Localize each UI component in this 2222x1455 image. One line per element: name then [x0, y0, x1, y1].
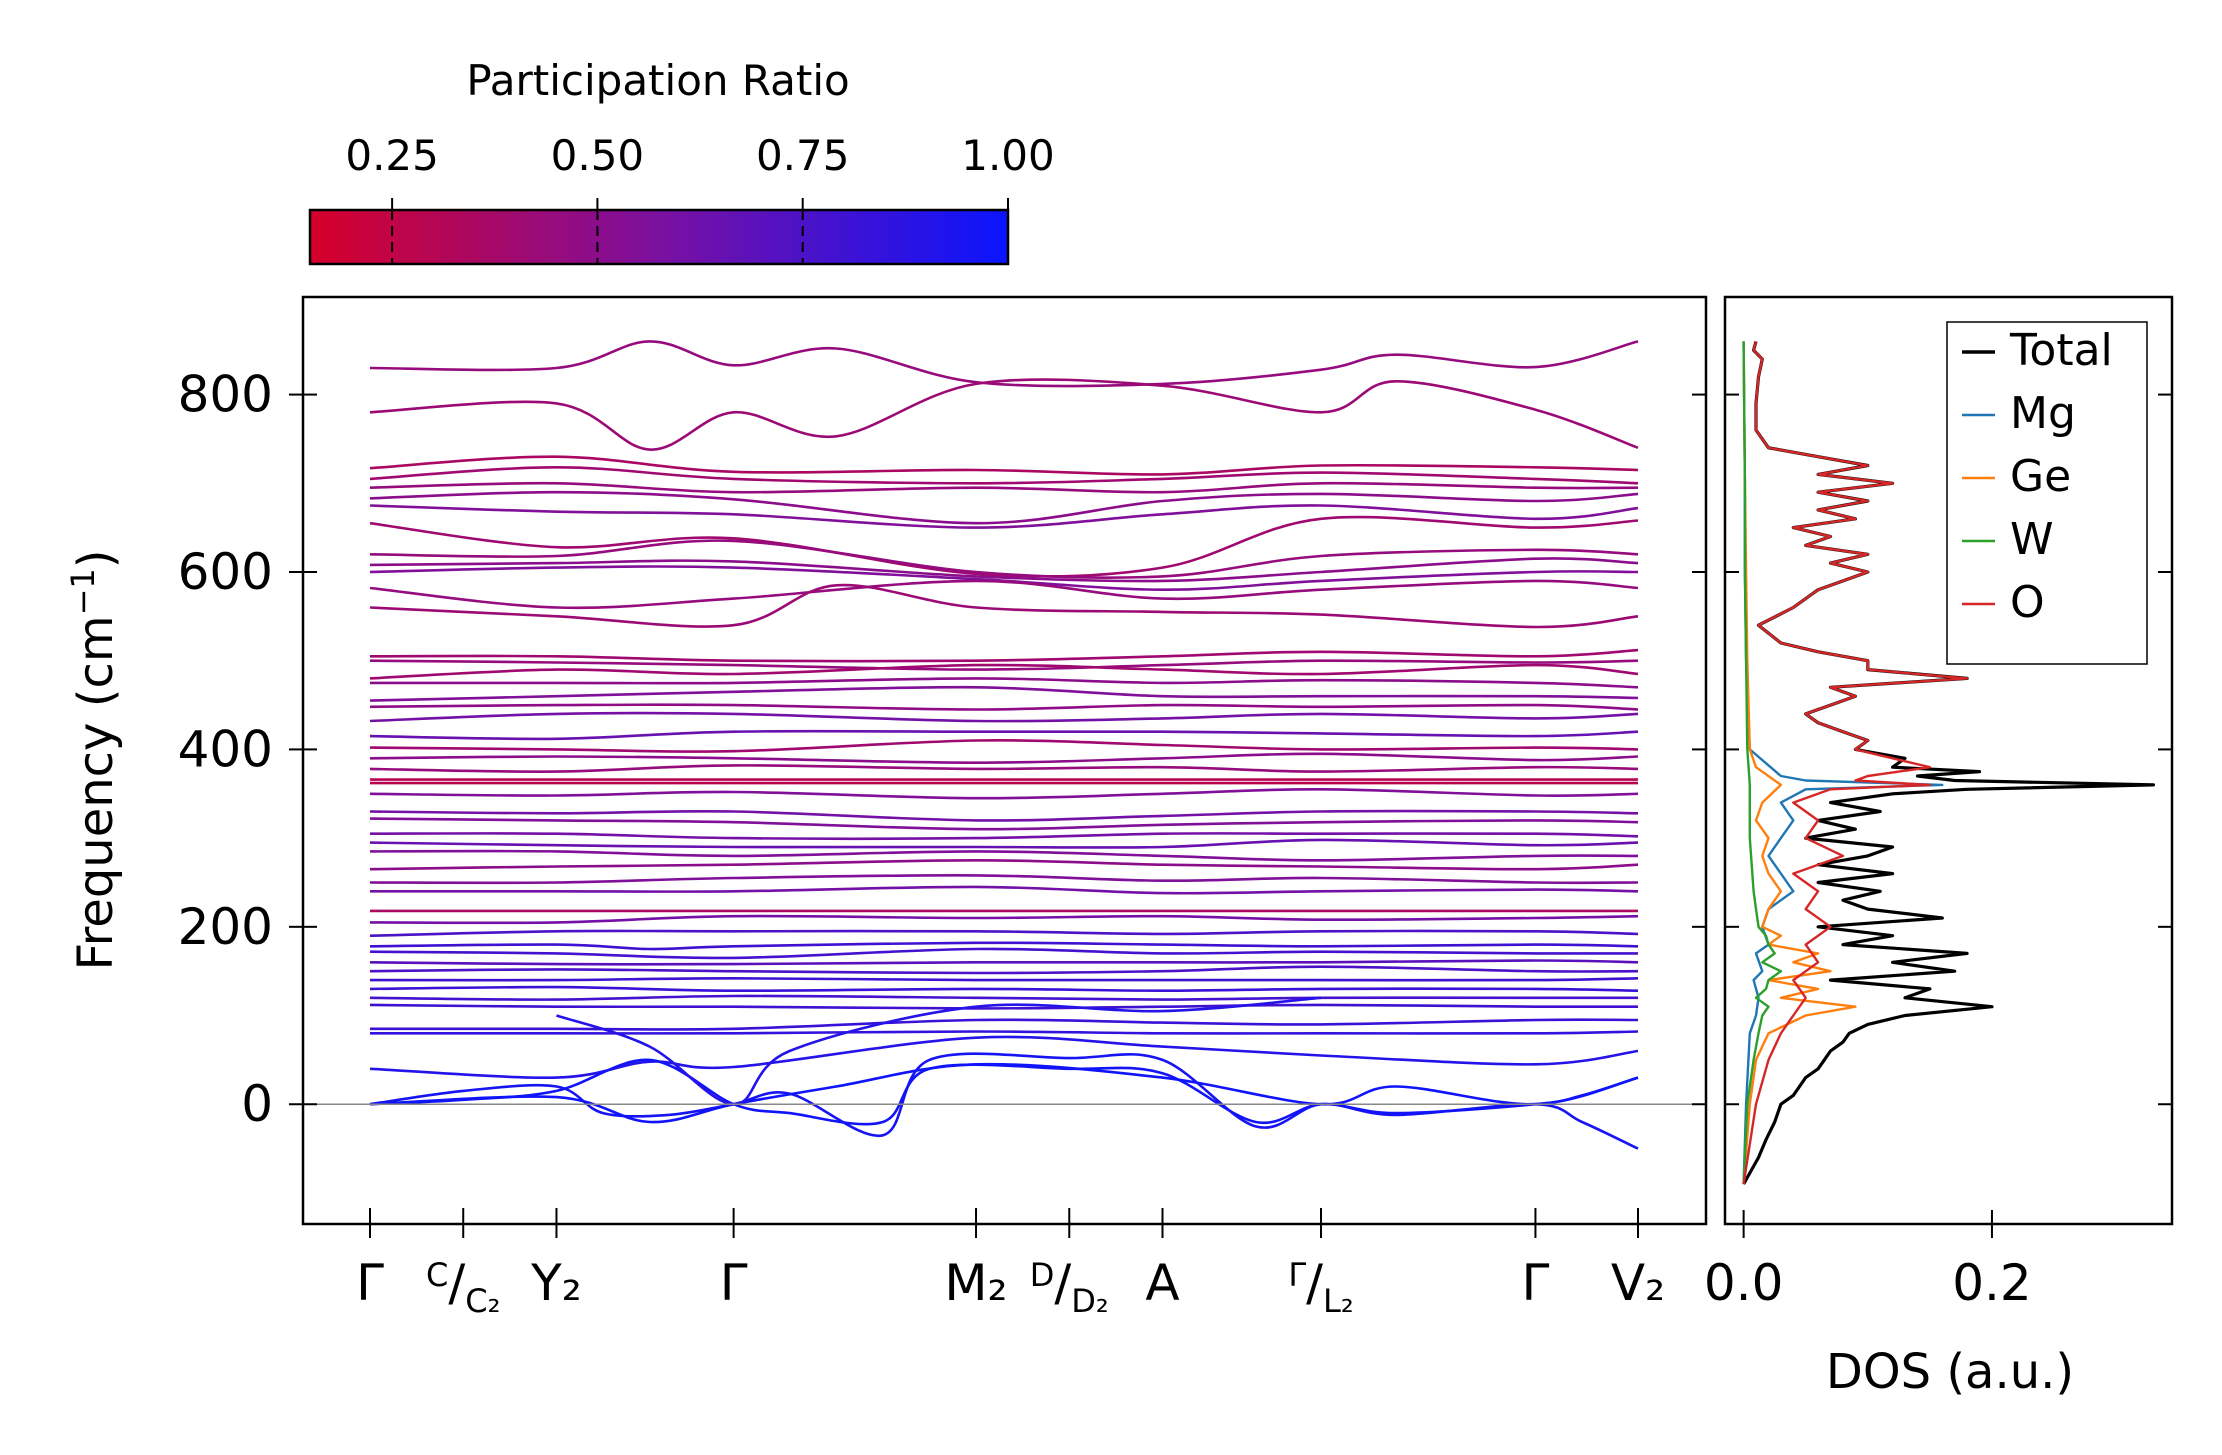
band-9 — [369, 557, 1639, 583]
band-27 — [369, 809, 1639, 822]
band-19 — [369, 711, 1639, 723]
band-49 — [369, 1052, 1639, 1150]
band-39 — [369, 947, 1639, 960]
dos-tick-label: 0.2 — [1952, 1254, 2032, 1312]
dos-panel: 0.0 0.2 DOS (a.u.) Total Mg Ge WO — [1704, 295, 2174, 1400]
band-36 — [369, 914, 1639, 925]
legend-label-w: W — [2010, 514, 2054, 565]
dos-series-w — [1742, 341, 1783, 1185]
band-8 — [369, 539, 1639, 580]
band-6 — [369, 504, 1639, 529]
dos-series-ge — [1742, 341, 1857, 1185]
dos-legend: Total Mg Ge WO — [1946, 321, 2148, 665]
kpoint-label: V₂ — [1611, 1254, 1665, 1312]
legend-label-ge: Ge — [2010, 451, 2071, 502]
dos-curves — [1742, 340, 2155, 1185]
band-34 — [370, 885, 1639, 895]
band-38 — [369, 941, 1639, 951]
frequency-ticks: 0 200 400 600 800 — [178, 366, 1706, 1133]
bands-layer — [369, 340, 1639, 1150]
kpoint-ticks: Γ C/C₂ Y₂ Γ M₂ D/D₂ A Γ/L₂ Γ V₂ — [356, 1254, 1665, 1320]
band-18 — [369, 703, 1639, 711]
main-axes-frame — [301, 295, 1708, 1226]
frequency-axis-label: Frequency (cm−1) — [64, 549, 124, 970]
dos-series-o — [1742, 341, 1969, 1185]
kpoint-label: D/D₂ — [1030, 1254, 1109, 1320]
band-17 — [369, 685, 1639, 702]
band-42 — [369, 977, 1639, 982]
band-22 — [369, 752, 1639, 764]
legend-frame — [1946, 321, 2148, 665]
dos-axis-label: DOS (a.u.) — [1826, 1344, 2074, 1400]
band-40 — [369, 959, 1639, 966]
band-0 — [369, 340, 1639, 388]
kpoint-label: Γ/L₂ — [1288, 1254, 1353, 1320]
band-3 — [369, 466, 1639, 485]
freq-tick-label: 200 — [178, 898, 273, 956]
freq-tick-label: 800 — [178, 366, 273, 424]
band-48 — [369, 1035, 1639, 1080]
band-1 — [369, 378, 1639, 451]
band-11 — [369, 579, 1639, 610]
freq-tick-label: 400 — [178, 720, 273, 778]
dos-tick-label: 0.0 — [1704, 1254, 1784, 1312]
colorbar-tick-label: 0.50 — [551, 131, 645, 180]
band-23 — [369, 764, 1639, 773]
band-28 — [369, 817, 1639, 831]
dos-axes-frame — [1723, 295, 2174, 1226]
band-2 — [369, 455, 1639, 476]
kpoint-separators — [369, 1208, 1639, 1238]
band-14 — [369, 659, 1639, 671]
band-12 — [369, 583, 1639, 629]
band-26 — [369, 787, 1639, 800]
legend-label-o: O — [2010, 577, 2045, 628]
band-33 — [369, 874, 1639, 885]
band-32 — [369, 859, 1639, 871]
band-43 — [369, 985, 1639, 993]
band-44 — [369, 994, 1638, 1001]
colorbar-gradient — [308, 208, 1010, 266]
legend-label-mg: Mg — [2010, 388, 2076, 439]
band-29 — [369, 832, 1639, 840]
colorbar-ticks: 0.25 0.50 0.75 1.00 — [345, 131, 1055, 264]
band-30 — [369, 838, 1639, 849]
band-37 — [369, 929, 1639, 937]
band-5 — [369, 490, 1639, 525]
band-21 — [369, 739, 1639, 753]
kpoint-label: Γ — [720, 1254, 748, 1312]
kpoint-label: M₂ — [944, 1254, 1007, 1312]
colorbar-title: Participation Ratio — [466, 56, 849, 105]
band-41 — [369, 965, 1639, 975]
colorbar-tick-label: 0.75 — [756, 131, 850, 180]
band-51 — [369, 1062, 1639, 1124]
dos-frequency-ticks — [1725, 393, 2172, 1106]
colorbar-tick-label: 1.00 — [961, 131, 1055, 180]
band-47 — [369, 1030, 1639, 1035]
band-45 — [369, 1003, 1639, 1010]
kpoint-label: Γ — [356, 1254, 384, 1312]
band-10 — [369, 565, 1639, 592]
band-structure-panel: 0 200 400 600 800 Γ C/C₂ Y₂ Γ M₂ D/D₂ A Γ/L₂ Γ V₂ Fre… — [64, 295, 1708, 1320]
kpoint-label: Y₂ — [530, 1254, 582, 1312]
band-46 — [369, 1018, 1639, 1031]
band-16 — [370, 677, 1639, 689]
band-15 — [369, 663, 1639, 680]
band-31 — [369, 849, 1639, 862]
dos-ticks: 0.0 0.2 — [1704, 1210, 2032, 1312]
band-13 — [369, 648, 1639, 663]
band-52 — [556, 996, 1322, 1106]
kpoint-label: C/C₂ — [426, 1254, 500, 1320]
freq-tick-label: 600 — [178, 543, 273, 601]
legend-label-total: Total — [2009, 325, 2113, 376]
freq-tick-label: 0 — [241, 1075, 273, 1133]
colorbar: Participation Ratio 0.25 0.50 0.75 1.00 — [308, 56, 1055, 266]
kpoint-label: A — [1145, 1254, 1179, 1312]
band-20 — [369, 729, 1639, 741]
band-4 — [369, 481, 1639, 494]
kpoint-label: Γ — [1522, 1254, 1550, 1312]
colorbar-tick-label: 0.25 — [345, 131, 439, 180]
